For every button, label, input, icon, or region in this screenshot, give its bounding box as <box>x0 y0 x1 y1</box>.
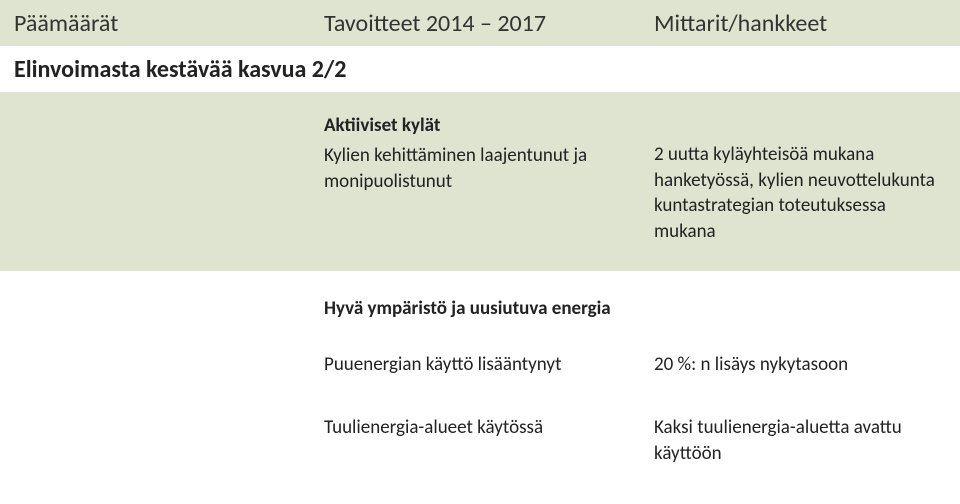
section-1-body-col2: Kylien kehittäminen laajentunut ja monip… <box>324 143 626 194</box>
section-1-col2: Aktiiviset kylät Kylien kehittäminen laa… <box>310 106 640 253</box>
section-2-title: Hyvä ympäristö ja uusiutuva energia <box>324 297 626 320</box>
section-2-row1-col2: Puuenergian käyttö lisääntynyt <box>324 352 626 378</box>
gap-3 <box>0 385 960 407</box>
section-2-row-2: Tuulienergia-alueet käytössä Kaksi tuuli… <box>0 407 960 474</box>
section-2-row-1: Puuenergian käyttö lisääntynyt 20 %: n l… <box>0 344 960 386</box>
section-2-title-cell: Hyvä ympäristö ja uusiutuva energia <box>310 289 640 334</box>
section-1-col1 <box>0 106 310 253</box>
subtitle-row: Elinvoimasta kestävää kasvua 2/2 <box>0 46 960 92</box>
section-2-col3-empty <box>640 289 960 334</box>
header-col-3: Mittarit/hankkeet <box>640 1 960 46</box>
section-1-title: Aktiiviset kylät <box>324 114 626 137</box>
section-2-row2-col3: Kaksi tuulienergia-aluetta avattu käyttö… <box>654 415 946 466</box>
gap-1 <box>0 271 960 289</box>
slide: Päämäärät Tavoitteet 2014 – 2017 Mittari… <box>0 0 960 504</box>
section-2-row2-col2: Tuulienergia-alueet käytössä <box>324 415 626 441</box>
header-col-2: Tavoitteet 2014 – 2017 <box>310 1 640 46</box>
header-row: Päämäärät Tavoitteet 2014 – 2017 Mittari… <box>0 0 960 46</box>
page-subtitle: Elinvoimasta kestävää kasvua 2/2 <box>14 55 946 84</box>
section-1-col3: 2 uutta kyläyhteisöä mukana hanketyössä,… <box>640 106 960 253</box>
section-2-title-row: Hyvä ympäristö ja uusiutuva energia <box>0 289 960 334</box>
header-col-1: Päämäärät <box>0 1 310 46</box>
section-2-col1-empty <box>0 289 310 334</box>
section-1: Aktiiviset kylät Kylien kehittäminen laa… <box>0 92 960 271</box>
section-2-row1-col3: 20 %: n lisäys nykytasoon <box>654 352 946 378</box>
section-1-body-col3: 2 uutta kyläyhteisöä mukana hanketyössä,… <box>654 142 946 245</box>
gap-2 <box>0 334 960 344</box>
